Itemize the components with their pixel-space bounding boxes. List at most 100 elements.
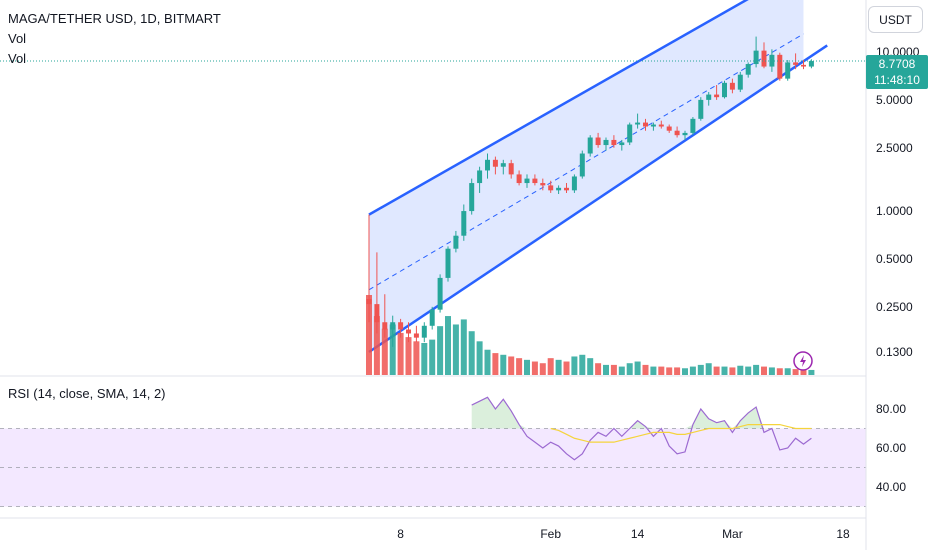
candle-body xyxy=(761,50,767,67)
candle-body xyxy=(390,322,396,330)
volume-bar xyxy=(389,324,396,375)
time-tick-label: Feb xyxy=(540,527,561,541)
candle-body xyxy=(532,178,538,184)
volume-bar xyxy=(413,341,420,375)
volume-bar xyxy=(484,349,491,375)
candle-body xyxy=(461,211,467,236)
price-tick-label: 1.0000 xyxy=(876,204,913,218)
candle-body xyxy=(777,54,783,79)
volume-bar xyxy=(397,332,404,375)
volume-bar xyxy=(579,354,586,375)
candle-body xyxy=(658,124,664,127)
candle-body xyxy=(366,298,372,305)
candle-body xyxy=(643,122,648,127)
volume-bar xyxy=(366,295,372,375)
price-tick-label: 5.0000 xyxy=(876,93,913,107)
volume-bar xyxy=(500,354,507,375)
candle-body xyxy=(564,187,569,191)
candle-body xyxy=(548,185,554,191)
rsi-tick-label: 40.00 xyxy=(876,480,906,494)
volume-bar xyxy=(460,319,467,375)
volume-bar xyxy=(768,367,775,375)
volume-bar xyxy=(421,343,428,375)
candle-body xyxy=(587,137,593,154)
candle-body xyxy=(785,62,791,79)
candle-body xyxy=(801,64,806,67)
volume-bar xyxy=(634,361,641,375)
volume-bar xyxy=(682,368,688,375)
volume-bar xyxy=(658,366,665,375)
lightning-circle-icon[interactable] xyxy=(793,351,813,371)
bar-countdown: 11:48:10 xyxy=(874,73,920,87)
volume-bar xyxy=(452,324,459,375)
currency-button[interactable]: USDT xyxy=(868,6,923,33)
candle-body xyxy=(406,329,411,334)
volume-bar xyxy=(516,358,523,375)
volume-bar xyxy=(405,337,412,375)
rsi-tick-label: 80.00 xyxy=(876,402,906,416)
volume-legend-1[interactable]: Vol xyxy=(8,31,27,46)
rsi-legend[interactable]: RSI (14, close, SMA, 14, 2) xyxy=(8,386,166,401)
rsi-tick-label: 60.00 xyxy=(876,441,906,455)
candle-body xyxy=(421,325,427,338)
symbol-title[interactable]: MAGA/TETHER USD, 1D, BITMART xyxy=(8,11,221,26)
volume-bar xyxy=(753,364,760,375)
volume-bar xyxy=(468,331,475,375)
volume-bar xyxy=(792,369,799,375)
candle-body xyxy=(571,176,577,191)
candle-body xyxy=(516,174,522,184)
volume-bar xyxy=(571,356,578,375)
time-tick-label: Mar xyxy=(722,527,743,541)
candle-body xyxy=(595,137,601,146)
volume-bar xyxy=(531,361,538,375)
rsi-ma-line xyxy=(550,424,812,443)
rsi-pane[interactable]: 80.00 60.00 40.00 xyxy=(0,396,906,507)
volume-bar xyxy=(626,363,633,375)
parallel-channel-drawing[interactable] xyxy=(368,0,828,354)
candle-body xyxy=(556,187,562,191)
volume-bar xyxy=(595,363,602,375)
candle-body xyxy=(690,118,696,133)
candle-body xyxy=(382,322,388,330)
candle-body xyxy=(682,132,688,136)
volume-bar xyxy=(745,366,752,375)
volume-bar xyxy=(587,358,594,375)
rsi-line xyxy=(471,396,812,461)
candle-body xyxy=(722,82,727,98)
volume-bar xyxy=(721,366,728,375)
volume-bar xyxy=(524,359,530,375)
candle-body xyxy=(374,304,380,323)
volume-bar xyxy=(445,316,451,375)
channel-fill xyxy=(369,0,804,352)
candle-body xyxy=(808,61,814,67)
candle-body xyxy=(524,178,530,184)
volume-bar xyxy=(539,363,546,375)
candle-body xyxy=(579,153,585,177)
time-tick-label: 18 xyxy=(836,527,850,541)
volume-bar xyxy=(476,341,483,375)
rsi-overbought-fill xyxy=(471,397,812,429)
price-tick-label: 0.5000 xyxy=(876,252,913,266)
candle-body xyxy=(611,139,617,146)
candle-body xyxy=(706,94,712,100)
candle-body xyxy=(698,99,704,119)
volume-bar xyxy=(800,369,807,375)
candle-body xyxy=(485,159,490,171)
volume-legend-2[interactable]: Vol xyxy=(8,51,27,66)
candle-body xyxy=(603,139,609,146)
time-tick-label: 14 xyxy=(631,527,645,541)
candle-body xyxy=(793,62,799,65)
candle-body xyxy=(627,124,633,143)
candle-body xyxy=(619,142,625,146)
volume-bar xyxy=(713,366,720,375)
volume-bar xyxy=(373,316,380,375)
candle-body xyxy=(635,122,641,125)
last-price-tag: 8.7708 11:48:10 xyxy=(866,55,928,89)
volume-bar xyxy=(381,328,388,375)
candle-body xyxy=(429,309,435,326)
channel-upper-line xyxy=(368,0,749,216)
candle-body xyxy=(737,74,743,90)
channel-lower-line xyxy=(368,44,828,354)
candle-body xyxy=(666,126,672,131)
